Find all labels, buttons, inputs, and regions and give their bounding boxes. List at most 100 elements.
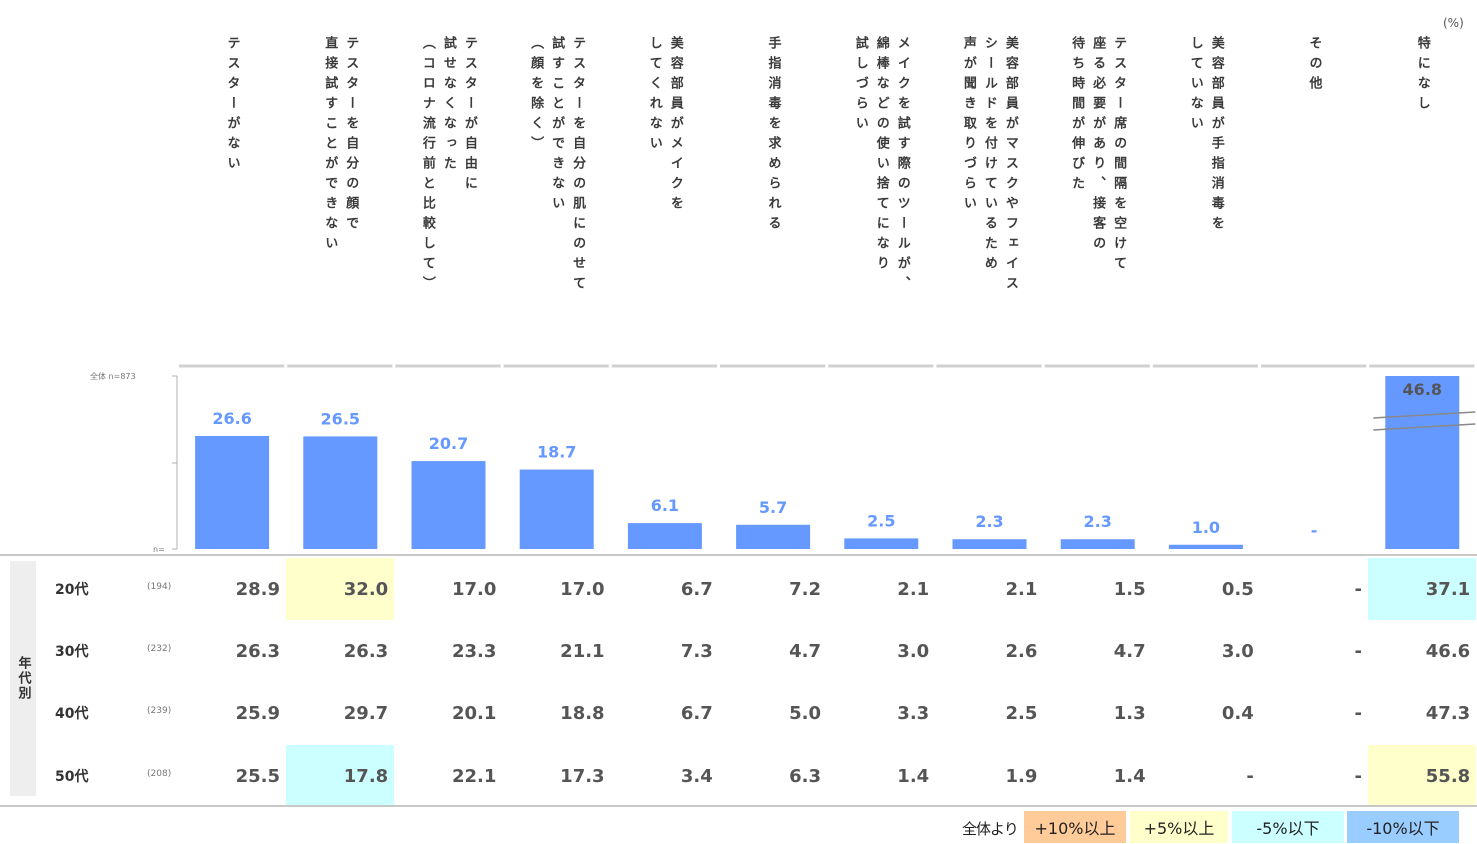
age-group-side-label-text: 年代別 — [15, 656, 31, 701]
bar — [195, 436, 270, 549]
age-table-cell: 25.9 — [235, 702, 280, 724]
bar — [1168, 544, 1243, 549]
age-table-cell: 32.0 — [286, 558, 395, 620]
age-row-label: 20代 — [55, 582, 89, 598]
category-label-line: （顔を除く） — [528, 36, 544, 156]
age-table-cell: - — [1354, 702, 1362, 724]
age-table-cell: 25.5 — [235, 765, 280, 787]
age-table-cell: 0.5 — [1221, 578, 1254, 600]
category-label-line: 待ち時間が伸びた — [1069, 36, 1085, 196]
category-label: テスターが自由に 試せなくなった （コロナ流行前と比較して） — [398, 36, 498, 336]
age-table-cell: 3.3 — [897, 702, 930, 724]
bar — [627, 523, 702, 549]
age-table-cell: 6.3 — [789, 765, 821, 787]
age-table-cell: 28.9 — [235, 578, 280, 600]
bar-value-label: 20.7 — [429, 434, 468, 453]
age-table-cell: 22.1 — [451, 765, 497, 787]
table-bottom-divider — [0, 805, 1477, 807]
axis-break-mark — [1373, 423, 1476, 431]
age-table-cell: 47.3 — [1425, 702, 1471, 724]
age-table-cell: 1.3 — [1113, 702, 1146, 724]
bar — [952, 539, 1027, 549]
category-label-line: 美容部員がメイクを — [667, 36, 683, 216]
category-label: テスターを自分の肌にのせて 試すことができない （顔を除く） — [507, 36, 607, 336]
category-label: 美容部員がメイクを してくれない — [615, 36, 715, 336]
bar-value-label: 26.5 — [321, 409, 360, 428]
category-label-line: 試しづらい — [852, 36, 868, 136]
bar — [303, 436, 378, 549]
age-table-cell: 3.0 — [1221, 640, 1254, 662]
unit-label: (%) — [1443, 16, 1464, 30]
age-row-sample-size: (239) — [147, 706, 172, 716]
age-table-cell: 17.0 — [451, 578, 497, 600]
category-label-line: （コロナ流行前と比較して） — [419, 36, 435, 296]
age-table-cell: 1.5 — [1113, 578, 1146, 600]
age-table-cell: 1.9 — [1005, 765, 1038, 787]
age-table-cell: 1.4 — [1113, 765, 1146, 787]
age-table-cell: 4.7 — [789, 640, 821, 662]
category-label-line: テスターがない — [224, 36, 240, 176]
age-table-cell: 2.5 — [1005, 702, 1038, 724]
age-row-sample-size: (194) — [147, 582, 172, 592]
axis-note: 全体 n=873 — [90, 371, 136, 381]
category-label: 特になし — [1372, 36, 1472, 336]
age-table-cell: 26.3 — [343, 640, 389, 662]
age-table-cell: 0.4 — [1221, 702, 1254, 724]
category-label-line: テスター席の間隔を空けて — [1111, 36, 1127, 276]
bar — [1060, 539, 1135, 549]
age-row-label: 50代 — [55, 769, 89, 785]
age-table-cell: 6.7 — [680, 578, 713, 600]
category-label: テスターがない — [182, 36, 282, 336]
age-row-label: 30代 — [55, 644, 89, 660]
legend-item-minus10: -10%以下 — [1347, 811, 1459, 843]
age-table-cell: 55.8 — [1368, 745, 1477, 807]
bar-chart: 全体 n=873 n= 26.6 26.5 20.7 18.7 6.1 5.7 2.5 2.3 2.… — [0, 364, 1477, 556]
category-label-line: テスターを自分の顔で — [343, 36, 359, 236]
category-label: 美容部員がマスクやフェイス シールドを付けているため 声が聞き取りづらい — [939, 36, 1039, 336]
category-label-line: 美容部員が手指消毒を — [1208, 36, 1224, 236]
bar-value-label: 2.3 — [975, 512, 1003, 531]
category-label-line: テスターを自分の肌にのせて — [570, 36, 586, 296]
category-label: 美容部員が手指消毒を していない — [1156, 36, 1256, 336]
category-label-line: その他 — [1306, 36, 1322, 96]
bar — [844, 538, 919, 549]
bar — [1385, 376, 1460, 549]
legend-prefix: 全体より — [962, 820, 1019, 838]
age-table-cell: 20.1 — [451, 702, 497, 724]
age-table-cell: 23.3 — [451, 640, 497, 662]
category-label-line: シールドを付けているため — [981, 36, 997, 276]
legend-item-minus5: -5%以下 — [1232, 811, 1344, 843]
bar-value-label: 2.5 — [867, 511, 895, 530]
legend-item-plus5: +5%以上 — [1130, 811, 1228, 843]
axis-break-mark — [1373, 411, 1476, 419]
age-table-cell: - — [1354, 640, 1362, 662]
age-table-cell: 17.3 — [560, 765, 605, 787]
category-label-line: 手指消毒を求められる — [765, 36, 781, 236]
age-table-cell: 29.7 — [343, 702, 389, 724]
axis-bottom-label: n= — [153, 545, 165, 554]
category-label-line: 直接試すことができない — [322, 36, 338, 256]
category-label: テスターを自分の顔で 直接試すことができない — [290, 36, 390, 336]
bar — [736, 524, 811, 549]
age-table-cell: 37.1 — [1368, 558, 1477, 620]
legend-item-plus10: +10%以上 — [1024, 811, 1126, 843]
category-label: その他 — [1264, 36, 1364, 336]
age-table-cell: 7.3 — [680, 640, 713, 662]
bar — [411, 461, 486, 549]
age-table-cell: - — [1246, 765, 1254, 787]
age-table-cell: 18.8 — [560, 702, 605, 724]
age-table-cell: 3.4 — [680, 765, 713, 787]
bar-value-label: 18.7 — [537, 443, 576, 462]
bar-value-label: 46.8 — [1403, 380, 1442, 399]
category-label-line: メイクを試す際のツールが、 — [894, 36, 910, 296]
age-table-cell: 3.0 — [897, 640, 930, 662]
age-row-sample-size: (232) — [147, 644, 172, 654]
age-table-cell: 2.1 — [897, 578, 930, 600]
bar-value-label: 6.1 — [651, 496, 679, 515]
age-row-label: 40代 — [55, 706, 89, 722]
category-label: テスター席の間隔を空けて 座る必要があり、接客の 待ち時間が伸びた — [1048, 36, 1148, 336]
age-table-cell: - — [1354, 578, 1362, 600]
category-label-line: 試すことができない — [549, 36, 565, 216]
age-row-sample-size: (208) — [147, 769, 172, 779]
age-table-cell: 2.6 — [1005, 640, 1038, 662]
